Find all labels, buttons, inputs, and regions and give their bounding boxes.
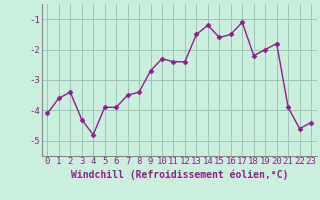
X-axis label: Windchill (Refroidissement éolien,°C): Windchill (Refroidissement éolien,°C) [70, 169, 288, 180]
